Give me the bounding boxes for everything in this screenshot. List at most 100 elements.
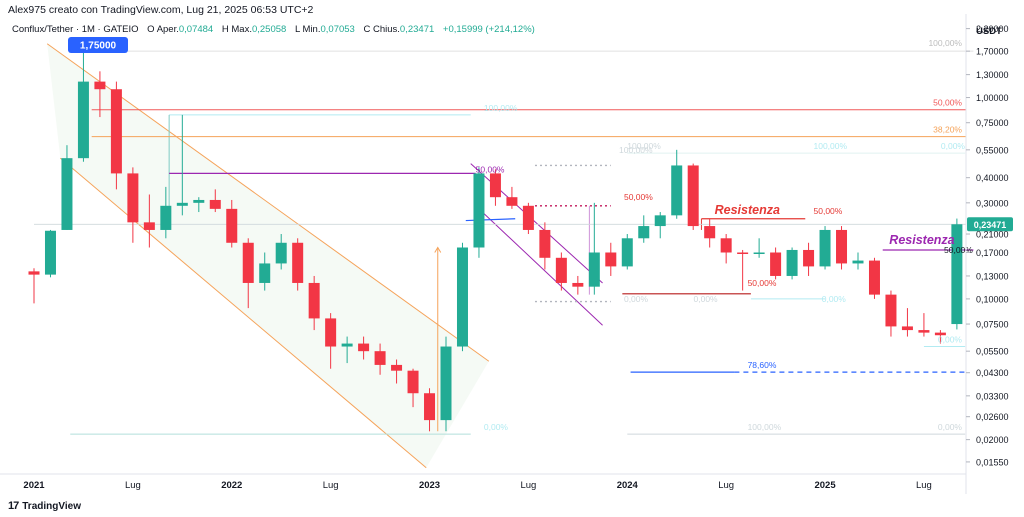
candle xyxy=(308,275,320,331)
candle-body xyxy=(506,197,518,206)
candle-body xyxy=(885,294,897,327)
high-label: H xyxy=(221,24,229,35)
annotation-text: 50,00% xyxy=(944,245,973,255)
candle-body xyxy=(555,257,567,283)
candle xyxy=(193,197,205,213)
channel-fill xyxy=(47,43,489,468)
candle-body xyxy=(391,364,403,371)
candle xyxy=(160,186,172,239)
drawings-layer xyxy=(34,43,974,469)
tradingview-brand: TradingView xyxy=(22,500,81,512)
candle-body xyxy=(110,89,122,174)
candle-body xyxy=(341,343,353,347)
candles-layer xyxy=(28,48,963,432)
candle xyxy=(325,313,337,369)
candle-body xyxy=(720,238,732,253)
candle xyxy=(110,81,122,190)
candle-body xyxy=(836,229,848,264)
candle xyxy=(588,202,600,295)
time-tick-label: 2024 xyxy=(617,480,639,491)
candle-body xyxy=(786,249,798,276)
price-tick-label: 0,03300 xyxy=(976,391,1009,401)
candle-body xyxy=(358,343,370,352)
time-tick-label: 2021 xyxy=(23,480,45,491)
symbol-name[interactable]: Conflux/Tether · 1M · GATEIO xyxy=(12,24,139,35)
candle xyxy=(456,242,468,352)
candle xyxy=(572,275,584,295)
annotation-text: 100,00% xyxy=(619,145,653,155)
candle-body xyxy=(934,332,946,336)
candle xyxy=(407,368,419,408)
price-tick-label: 0,07500 xyxy=(976,320,1009,330)
price-tick-label: 0,40000 xyxy=(976,173,1009,183)
author-line: Alex975 creato con TradingView.com, Lug … xyxy=(8,4,314,16)
candle-body xyxy=(671,165,683,216)
candle-body xyxy=(176,202,188,206)
candle-body xyxy=(143,222,155,230)
time-tick-label: Lug xyxy=(323,480,339,491)
change-value: +0,15999 (+214,12%) xyxy=(442,24,535,35)
candle-body xyxy=(325,318,337,347)
annotation-text: 0,00% xyxy=(938,335,963,345)
price-tick-label: 0,10000 xyxy=(976,294,1009,304)
candle-body xyxy=(209,199,221,209)
annotation-text: 78,60% xyxy=(748,360,777,370)
price-tick-label: 1,00000 xyxy=(976,93,1009,103)
annotation-text: 50,00% xyxy=(624,192,653,202)
candle xyxy=(242,238,254,309)
annotation-text: 50,00% xyxy=(933,98,962,108)
candle-body xyxy=(770,252,782,276)
candle xyxy=(704,218,716,248)
candle-body xyxy=(259,263,271,283)
candle-body xyxy=(160,205,172,230)
close-key: Chius. xyxy=(372,24,400,35)
candle xyxy=(671,149,683,219)
candle xyxy=(918,313,930,337)
candle xyxy=(77,48,89,162)
time-tick-label: Lug xyxy=(520,480,536,491)
candle-body xyxy=(374,351,386,365)
annotation-text: 0,00% xyxy=(938,422,963,432)
candle-body xyxy=(489,173,501,198)
candle xyxy=(374,343,386,375)
time-tick-label: 2023 xyxy=(419,480,440,491)
price-tick-label: 0,55000 xyxy=(976,145,1009,155)
high-value: 0,25058 xyxy=(251,24,287,35)
price-tick-label: 2,20000 xyxy=(976,24,1009,34)
candle-body xyxy=(852,260,864,264)
candle-body xyxy=(753,252,765,254)
annotation-text: 50,00% xyxy=(748,278,777,288)
candle xyxy=(934,330,946,344)
high-badge xyxy=(68,37,128,53)
candle xyxy=(292,238,304,291)
candle xyxy=(259,252,271,291)
currency-label: USDT xyxy=(976,26,1002,37)
candle-body xyxy=(473,173,485,248)
candle xyxy=(770,247,782,280)
annotation-text: 50,00% xyxy=(476,164,505,174)
price-tick-label: 0,17000 xyxy=(976,248,1009,258)
candle xyxy=(341,336,353,364)
candle xyxy=(44,229,56,278)
candle xyxy=(836,226,848,270)
candle-body xyxy=(94,81,106,90)
candle xyxy=(61,145,73,230)
annotation-text: 0,23471 xyxy=(974,220,1007,230)
annotation-text: 0,00% xyxy=(694,294,719,304)
price-tick-label: 0,21000 xyxy=(976,230,1009,240)
candle xyxy=(803,242,815,276)
tradingview-logo[interactable]: 17 TradingView xyxy=(8,500,81,512)
candle xyxy=(358,336,370,360)
candle xyxy=(539,222,551,270)
candle xyxy=(28,268,40,304)
time-tick-label: 2025 xyxy=(814,480,836,491)
candle xyxy=(226,199,238,248)
annotation-text: 0,00% xyxy=(624,294,649,304)
price-tick-label: 0,02000 xyxy=(976,435,1009,445)
candle xyxy=(176,114,188,216)
candle xyxy=(275,234,287,270)
annotation-text: 100,00% xyxy=(928,38,962,48)
candle-body xyxy=(522,205,534,230)
